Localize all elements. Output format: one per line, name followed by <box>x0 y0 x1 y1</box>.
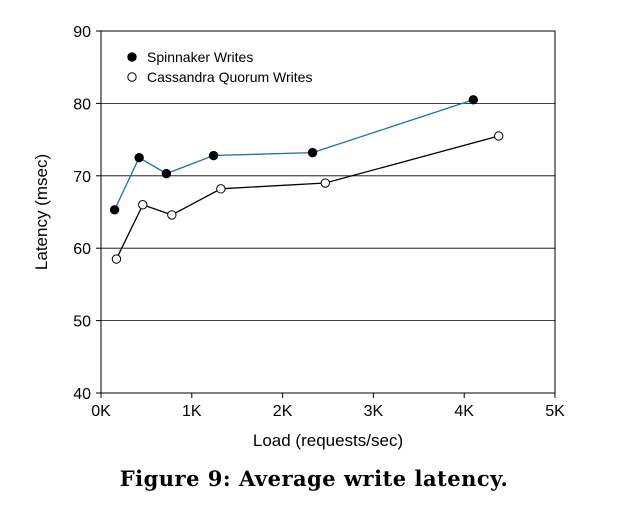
y-tick-label-40: 40 <box>73 386 91 403</box>
series-group <box>109 95 504 264</box>
y-tick-label-50: 50 <box>73 314 91 331</box>
legend: Spinnaker Writes Cassandra Quorum Writes <box>127 49 312 85</box>
legend-label-1: Cassandra Quorum Writes <box>147 69 312 85</box>
x-tick-label-3K: 3K <box>364 403 384 420</box>
legend-label-0: Spinnaker Writes <box>147 49 253 65</box>
plot-area-frame <box>100 30 556 394</box>
y-tick-label-80: 80 <box>73 96 91 113</box>
cassandra-quorum-writes-line <box>115 135 499 260</box>
x-tick-label-1K: 1K <box>182 403 202 420</box>
spinnaker-writes-point-2 <box>161 168 172 179</box>
cassandra-quorum-writes-point-2 <box>167 210 177 220</box>
x-axis-label: Load (requests/sec) <box>253 431 403 450</box>
spinnaker-writes-point-5 <box>468 95 478 105</box>
cassandra-quorum-writes-point-5 <box>494 131 504 141</box>
figure-caption: Figure 9: Average write latency. <box>119 466 509 491</box>
y-axis-label: Latency (msec) <box>32 154 51 270</box>
y-tick-label-60: 60 <box>73 241 91 258</box>
x-tick-label-2K: 2K <box>273 403 293 420</box>
cassandra-quorum-writes-point-4 <box>320 178 330 188</box>
y-tick-label-90: 90 <box>73 24 91 41</box>
legend-marker-1 <box>127 72 137 82</box>
spinnaker-writes-point-0 <box>109 205 120 215</box>
grid-lines <box>101 103 555 322</box>
x-tick-label-0K: 0K <box>91 403 111 420</box>
spinnaker-writes-point-4 <box>307 147 318 158</box>
x-axis-ticks: 0K 1K 2K 3K 4K 5K <box>91 393 565 420</box>
spinnaker-writes-point-3 <box>208 150 219 161</box>
y-axis-ticks: 40 50 60 70 80 90 <box>73 24 101 403</box>
y-tick-label-70: 70 <box>73 169 91 186</box>
x-tick-label-4K: 4K <box>454 403 474 420</box>
spinnaker-writes-line <box>114 99 474 211</box>
legend-marker-0 <box>127 52 137 62</box>
cassandra-quorum-writes-point-3 <box>216 184 226 194</box>
x-tick-label-5K: 5K <box>545 403 565 420</box>
cassandra-quorum-writes-point-1 <box>138 200 148 210</box>
cassandra-quorum-writes-point-0 <box>111 254 122 264</box>
spinnaker-writes-point-1 <box>134 153 144 163</box>
